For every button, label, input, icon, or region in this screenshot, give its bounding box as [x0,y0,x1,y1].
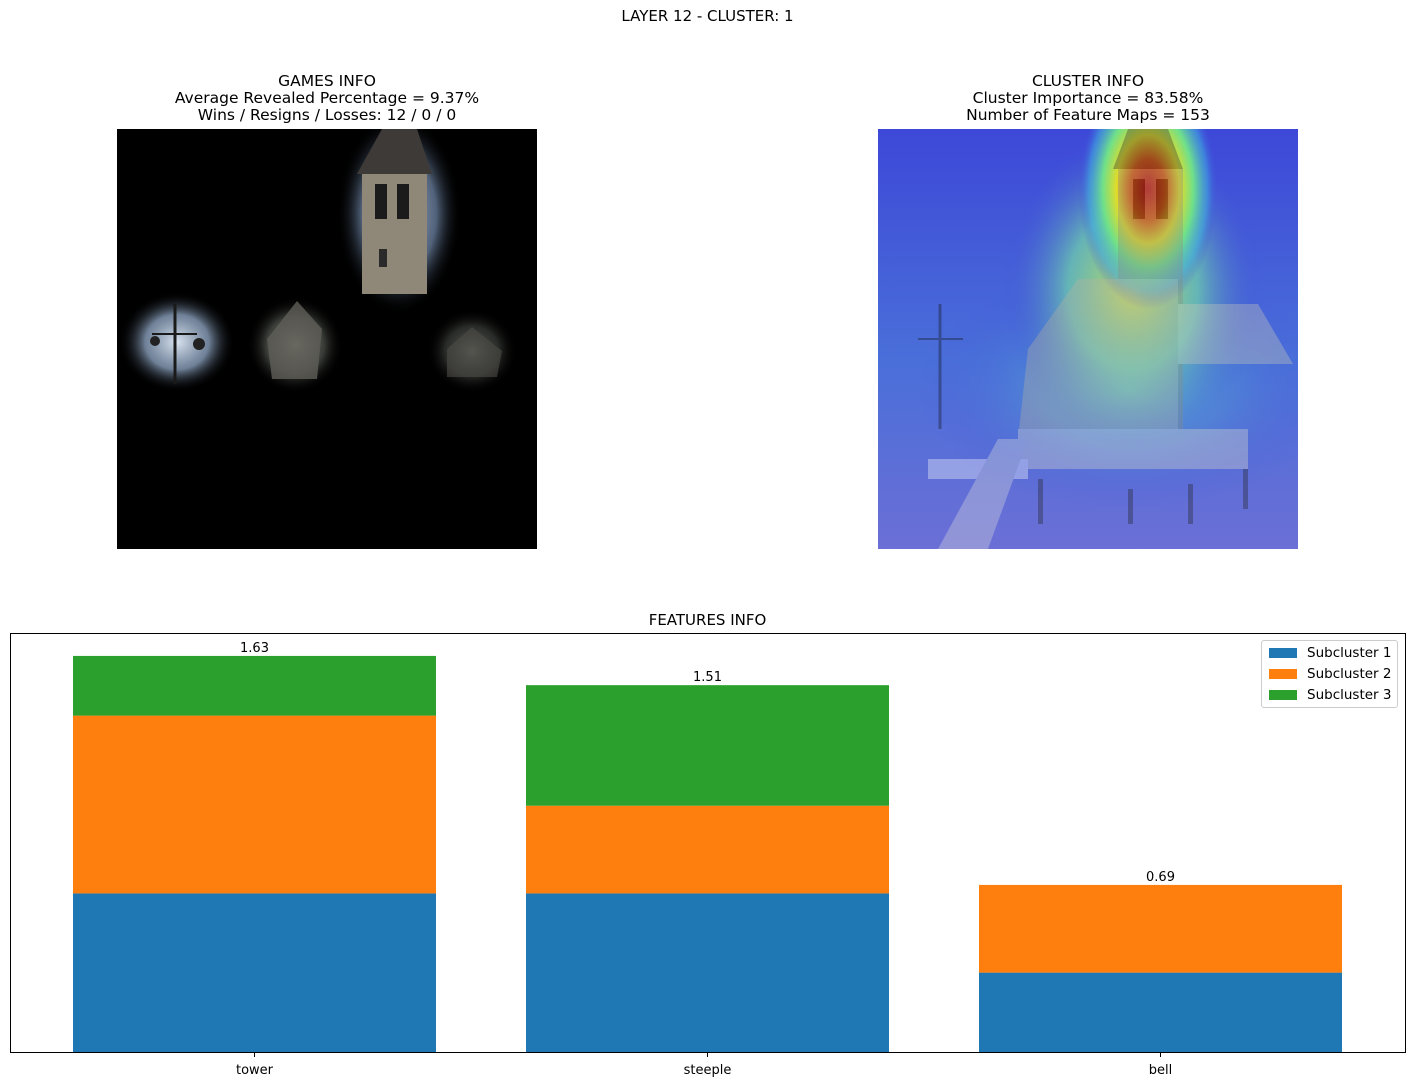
chart-title: FEATURES INFO [648,611,767,629]
plot-frame [10,633,1406,1053]
heatmap-image-canvas [878,129,1298,549]
bar-steeple-subcluster-2 [526,805,889,894]
legend-label-subcluster-2: Subcluster 2 [1307,666,1392,682]
total-label-bell: 0.69 [1146,870,1175,885]
bar-steeple-subcluster-1 [526,893,889,1053]
legend-swatch-subcluster-2 [1269,669,1297,679]
legend-item-subcluster-3: Subcluster 3 [1269,686,1392,704]
x-tick-label-steeple: steeple [684,1063,732,1078]
revealed-image-canvas [117,129,537,549]
ticks-layer: tower steeple bell [236,1053,1172,1078]
legend-item-subcluster-2: Subcluster 2 [1269,665,1392,683]
bar-tower-subcluster-1 [73,893,436,1053]
legend-label-subcluster-1: Subcluster 1 [1307,645,1392,661]
bar-steeple-subcluster-3 [526,685,889,806]
legend-swatch-subcluster-1 [1269,648,1297,658]
games-info-title-block: GAMES INFO Average Revealed Percentage =… [117,73,537,124]
bar-tower-subcluster-3 [73,655,436,716]
bar-bell-subcluster-1 [979,972,1342,1053]
cluster-info-title-block: CLUSTER INFO Cluster Importance = 83.58%… [878,73,1298,124]
x-tick-label-bell: bell [1149,1063,1172,1078]
cluster-importance-label: Cluster Importance = 83.58% [972,89,1204,107]
bar-tower-subcluster-2 [73,715,436,894]
avg-revealed-label: Average Revealed Percentage = 9.37% [174,89,480,107]
revealed-image [117,129,537,549]
feature-maps-label: Number of Feature Maps = 153 [966,106,1210,124]
total-label-tower: 1.63 [240,641,269,656]
games-info-title: GAMES INFO [278,72,376,90]
figure-suptitle: LAYER 12 - CLUSTER: 1 [621,7,794,25]
heatmap-image [878,129,1298,549]
total-label-steeple: 1.51 [693,670,722,685]
x-tick-label-tower: tower [236,1063,274,1078]
legend-swatch-subcluster-3 [1269,690,1297,700]
bar-bell-subcluster-2 [979,884,1342,973]
chart-legend: Subcluster 1 Subcluster 2 Subcluster 3 [1261,640,1398,708]
bars-layer: 1.63 1.51 0.69 [73,641,1342,1053]
wins-resigns-losses-label: Wins / Resigns / Losses: 12 / 0 / 0 [197,106,457,124]
legend-label-subcluster-3: Subcluster 3 [1307,687,1392,703]
legend-item-subcluster-1: Subcluster 1 [1269,644,1392,662]
cluster-info-title: CLUSTER INFO [1031,72,1145,90]
